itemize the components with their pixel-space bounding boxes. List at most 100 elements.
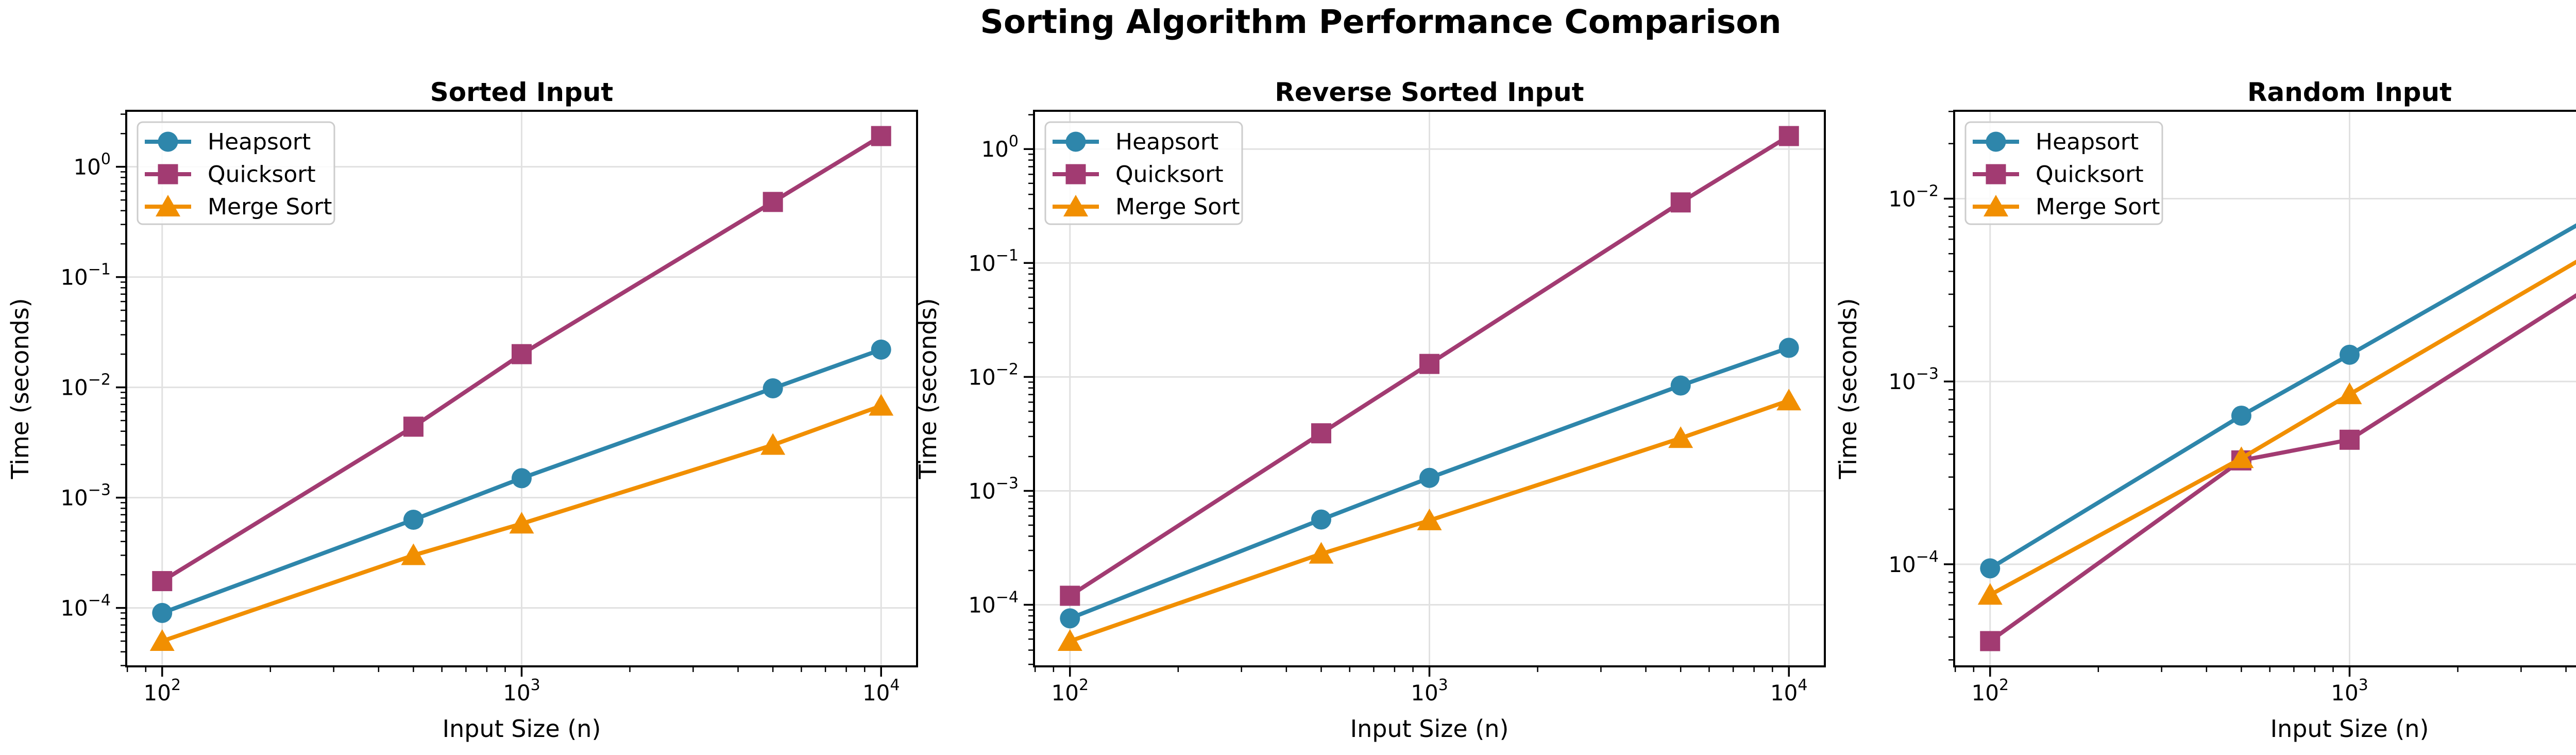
legend-marker-heapsort xyxy=(158,131,178,152)
legend-label: Merge Sort xyxy=(208,194,332,220)
marker-heapsort xyxy=(152,602,173,623)
legend-label: Heapsort xyxy=(1115,129,1218,155)
x-tick-label: 103 xyxy=(503,676,540,706)
y-tick-label: 10−1 xyxy=(60,261,111,290)
marker-heapsort xyxy=(1419,467,1439,488)
marker-merge-sort xyxy=(2229,446,2254,468)
subplot-sorted-input: 102 103 104 100 10−1 10−2 10−3 10−4 Sorted Input… xyxy=(6,77,918,743)
marker-heapsort xyxy=(762,378,783,398)
legend-label: Quicksort xyxy=(1115,161,1224,188)
legend-item-heapsort: Heapsort xyxy=(1973,129,2139,155)
marker-heapsort xyxy=(403,510,423,530)
marker-merge-sort xyxy=(1309,542,1334,564)
marker-merge-sort xyxy=(869,394,894,416)
x-tick-label: 103 xyxy=(1411,676,1448,706)
legend-label: Heapsort xyxy=(2036,129,2139,155)
marker-merge-sort xyxy=(1417,508,1442,530)
legend-box xyxy=(137,121,335,225)
legend-item-heapsort: Heapsort xyxy=(145,129,311,155)
marker-quicksort xyxy=(1778,126,1799,146)
marker-quicksort xyxy=(1311,423,1331,444)
x-tick-label: 102 xyxy=(1971,676,2009,706)
legend-marker-merge-sort xyxy=(156,195,180,216)
marker-merge-sort xyxy=(760,433,786,455)
y-tick-label: 10−2 xyxy=(1888,182,1939,211)
x-tick-label: 103 xyxy=(2331,676,2368,706)
marker-heapsort xyxy=(1980,558,2001,579)
x-axis-label: Input Size (n) xyxy=(443,715,601,743)
legend-label: Merge Sort xyxy=(1115,194,1240,220)
marker-merge-sort xyxy=(1668,426,1693,448)
subplot-title: Random Input xyxy=(2247,77,2452,107)
legend-box xyxy=(1964,121,2163,225)
legend-label: Quicksort xyxy=(208,161,316,188)
marker-quicksort xyxy=(1670,192,1691,213)
x-tick-label: 102 xyxy=(143,676,181,706)
legend-item-quicksort: Quicksort xyxy=(145,161,316,188)
x-tick-label: 102 xyxy=(1051,676,1089,706)
x-axis-label: Input Size (n) xyxy=(2270,715,2429,743)
y-tick-label: 10−1 xyxy=(968,246,1019,276)
y-tick-label: 100 xyxy=(73,150,111,180)
y-axis-label: Time (seconds) xyxy=(914,298,942,479)
y-tick-label: 10−2 xyxy=(968,360,1019,390)
legend-label: Quicksort xyxy=(2036,161,2144,188)
x-tick-label: 104 xyxy=(1770,676,1808,706)
legend-item-heapsort: Heapsort xyxy=(1053,129,1218,155)
marker-heapsort xyxy=(871,339,891,360)
marker-merge-sort xyxy=(149,629,175,651)
marker-quicksort xyxy=(512,344,532,364)
legend: Heapsort Quicksort Merge Sort xyxy=(1044,121,1243,225)
marker-merge-sort xyxy=(1776,389,1802,411)
y-tick-label: 10−4 xyxy=(1888,548,1939,577)
marker-quicksort xyxy=(1060,585,1080,606)
marker-quicksort xyxy=(1980,631,2001,651)
marker-merge-sort xyxy=(1977,583,2003,605)
y-axis-label: Time (seconds) xyxy=(1834,298,1862,479)
subplot-title: Sorted Input xyxy=(430,77,614,107)
marker-quicksort xyxy=(1419,354,1439,374)
marker-quicksort xyxy=(152,571,173,592)
figure-suptitle: Sorting Algorithm Performance Comparison xyxy=(980,3,1782,41)
marker-quicksort xyxy=(2340,429,2360,450)
y-tick-label: 100 xyxy=(981,132,1019,162)
x-tick-label: 104 xyxy=(862,676,900,706)
legend-item-merge-sort: Merge Sort xyxy=(145,194,332,220)
y-tick-label: 10−2 xyxy=(60,371,111,400)
legend: Heapsort Quicksort Merge Sort xyxy=(137,121,335,225)
legend-label: Heapsort xyxy=(208,129,311,155)
marker-heapsort xyxy=(1311,509,1331,530)
marker-heapsort xyxy=(512,468,532,489)
legend-item-quicksort: Quicksort xyxy=(1973,161,2144,188)
marker-heapsort xyxy=(1060,608,1080,629)
subplot-title: Reverse Sorted Input xyxy=(1275,77,1584,107)
x-axis-label: Input Size (n) xyxy=(1350,715,1509,743)
legend: Heapsort Quicksort Merge Sort xyxy=(1964,121,2163,225)
legend-marker-heapsort xyxy=(1986,131,2006,152)
marker-quicksort xyxy=(403,416,423,437)
marker-merge-sort xyxy=(401,543,426,565)
marker-merge-sort xyxy=(1057,629,1082,651)
y-tick-label: 10−3 xyxy=(1888,365,1939,394)
marker-merge-sort xyxy=(509,512,534,534)
marker-heapsort xyxy=(1778,338,1799,358)
legend-box xyxy=(1044,121,1243,225)
marker-quicksort xyxy=(871,126,891,146)
legend-item-merge-sort: Merge Sort xyxy=(1053,194,1240,220)
legend-marker-merge-sort xyxy=(1984,195,2008,216)
legend-label: Merge Sort xyxy=(2036,194,2160,220)
legend-marker-quicksort xyxy=(1065,164,1086,184)
marker-heapsort xyxy=(2231,406,2251,426)
y-tick-label: 10−3 xyxy=(968,474,1019,504)
legend-item-merge-sort: Merge Sort xyxy=(1973,194,2160,220)
y-axis-label: Time (seconds) xyxy=(6,298,34,479)
legend-marker-heapsort xyxy=(1065,131,1086,152)
legend-item-quicksort: Quicksort xyxy=(1053,161,1224,188)
marker-quicksort xyxy=(762,192,783,212)
legend-marker-quicksort xyxy=(1986,164,2006,184)
marker-heapsort xyxy=(2340,344,2360,365)
marker-merge-sort xyxy=(2337,382,2362,405)
